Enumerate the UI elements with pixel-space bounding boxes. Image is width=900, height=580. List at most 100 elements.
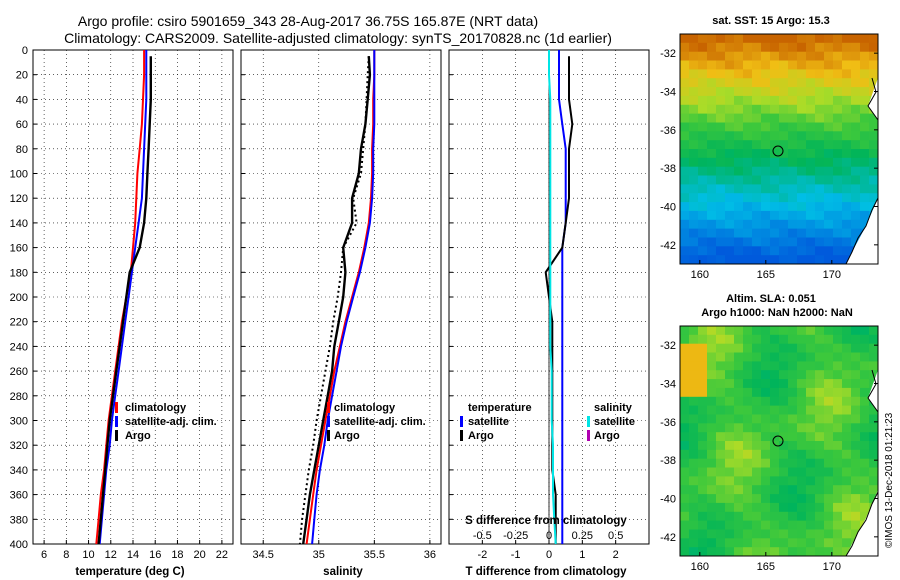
sla-cell — [725, 361, 735, 371]
sst-cell — [716, 51, 726, 62]
sst-cell — [689, 78, 699, 88]
sst-cell — [734, 51, 744, 62]
sst-cell — [815, 157, 825, 168]
sst-cell — [707, 78, 717, 88]
sst-cell — [851, 210, 861, 221]
legend-satellite: satellite-adj. clim. — [125, 416, 217, 428]
sst-cell — [707, 237, 717, 247]
sst-cell — [824, 255, 834, 264]
sst-cell — [833, 255, 843, 264]
sla-cell — [734, 520, 744, 530]
sla-cell — [743, 529, 753, 539]
sla-cell — [797, 334, 807, 345]
sla-cell — [707, 343, 717, 354]
sst-cell — [797, 219, 807, 230]
sst-cell — [752, 175, 762, 185]
sla-cell — [716, 538, 726, 548]
sla-cell — [851, 387, 861, 398]
sst-cell — [842, 104, 852, 115]
sla-cell — [707, 361, 717, 371]
sst-cell — [833, 237, 843, 247]
sst-cell — [707, 228, 717, 238]
sst-cell — [743, 166, 753, 177]
sst-cell — [815, 69, 825, 79]
sst-cell — [707, 87, 717, 97]
sla-cell — [788, 520, 798, 530]
sla-cell — [725, 423, 735, 433]
sla-cell — [797, 441, 807, 451]
sla-cell — [680, 529, 690, 539]
legend-argo: Argo — [125, 430, 151, 442]
lat-tick-label: -36 — [660, 417, 676, 429]
sla-cell — [815, 441, 825, 451]
sla-cell — [851, 458, 861, 469]
sst-cell — [743, 60, 753, 70]
sst-cell — [797, 78, 807, 88]
sla-cell — [734, 432, 744, 442]
sla-cell — [842, 387, 852, 398]
sst-cell — [743, 122, 753, 132]
sla-cell — [788, 352, 798, 362]
sst-cell — [752, 149, 762, 159]
sla-cell — [698, 520, 708, 530]
sst-cell — [815, 34, 825, 44]
sla-cell — [806, 476, 816, 486]
legend-t-argo: Argo — [468, 430, 494, 442]
sst-cell — [680, 42, 690, 53]
x-tick-label: 1 — [579, 549, 585, 561]
sla-cell — [779, 520, 789, 530]
sla-cell — [734, 485, 744, 495]
sst-cell — [752, 140, 762, 150]
sla-cell — [806, 547, 816, 556]
sst-cell — [797, 228, 807, 238]
sla-cell — [698, 361, 708, 371]
sst-cell — [698, 219, 708, 230]
sst-cell — [770, 210, 780, 221]
sst-cell — [779, 193, 789, 203]
sla-cell — [734, 538, 744, 548]
sla-cell — [752, 379, 762, 389]
legend-s-satellite: satellite — [594, 416, 635, 428]
sla-cell — [707, 476, 717, 486]
sst-cell — [761, 113, 771, 123]
sla-cell — [716, 494, 726, 504]
sst-cell — [680, 149, 690, 159]
sla-cell — [752, 494, 762, 504]
sla-cell — [761, 343, 771, 354]
sst-cell — [788, 219, 798, 230]
sla-cell — [716, 485, 726, 495]
sla-cell — [707, 379, 717, 389]
sst-cell — [842, 219, 852, 230]
sst-cell — [680, 104, 690, 115]
x-tick-label: 14 — [127, 549, 139, 561]
x-tick-label: 18 — [171, 549, 183, 561]
sst-cell — [824, 157, 834, 168]
legend-swatch-t-satellite — [460, 416, 463, 427]
sst-cell — [734, 166, 744, 177]
sla-cell — [860, 423, 870, 433]
x-tick-label: 34.5 — [253, 549, 274, 561]
sst-cell — [815, 255, 825, 264]
sla-cell — [851, 494, 861, 504]
sla-cell — [833, 379, 843, 389]
sst-cell — [824, 166, 834, 177]
sla-cell — [860, 502, 870, 513]
sst-cell — [743, 157, 753, 168]
sst-cell — [716, 95, 726, 106]
sst-cell — [680, 228, 690, 238]
sst-cell — [689, 157, 699, 168]
sst-cell — [815, 51, 825, 62]
sla-cell — [761, 432, 771, 442]
sst-cell — [797, 166, 807, 177]
sst-cell — [761, 246, 771, 256]
sst-cell — [680, 113, 690, 123]
sst-cell — [806, 69, 816, 79]
sst-cell — [707, 60, 717, 70]
sla-cell — [788, 511, 798, 522]
sst-cell — [743, 210, 753, 221]
sst-cell — [743, 51, 753, 62]
sst-cell — [779, 184, 789, 194]
sst-cell — [698, 131, 708, 141]
lat-tick-label: -34 — [660, 379, 676, 391]
